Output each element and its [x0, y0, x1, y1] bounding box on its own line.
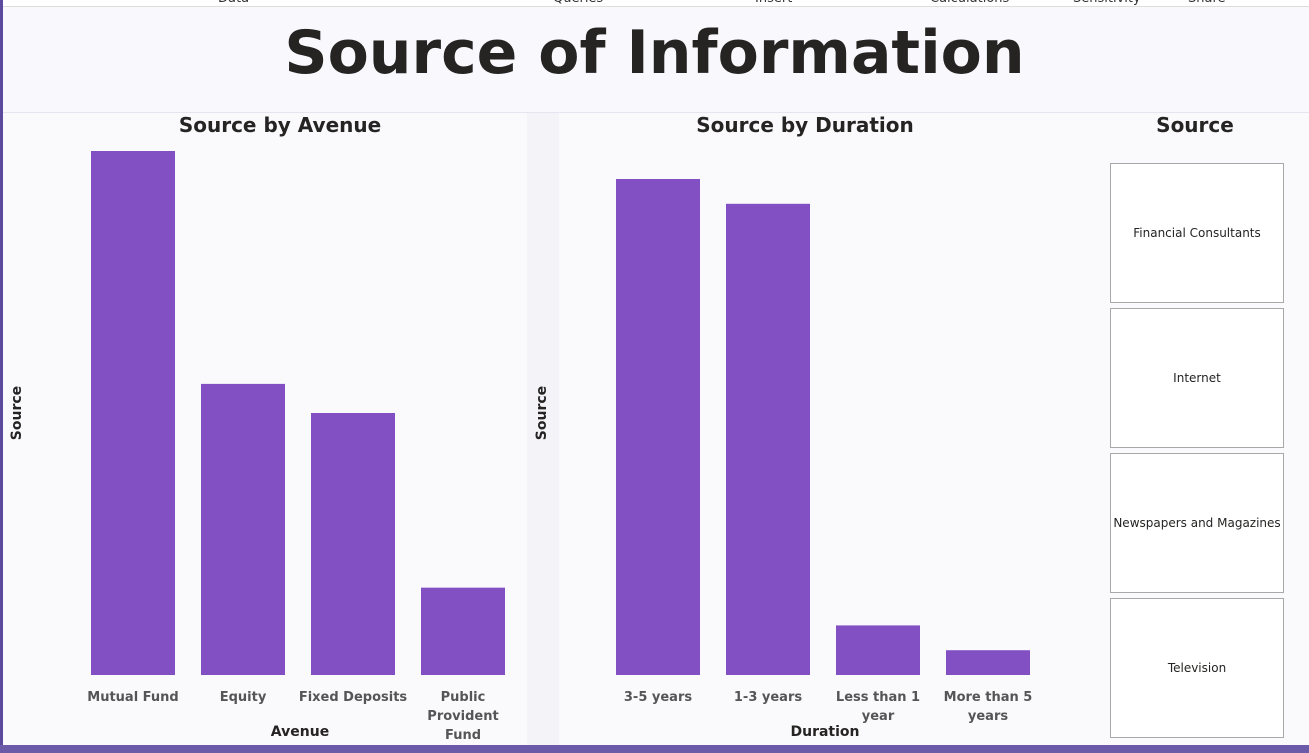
bar — [836, 625, 920, 675]
x-tick-label: Fixed Deposits — [298, 690, 408, 705]
frame-edge — [0, 745, 1309, 753]
toolbar-tab[interactable]: Share — [1188, 0, 1226, 6]
page-title: Source of Information — [284, 18, 1025, 88]
slicer-item[interactable]: Internet — [1110, 308, 1284, 448]
toolbar-tab[interactable]: Insert — [755, 0, 792, 6]
x-tick-label: 1-3 years — [733, 690, 803, 705]
slicer-item[interactable]: Television — [1110, 598, 1284, 738]
title-bar — [3, 7, 1309, 113]
y-axis-title: Source — [9, 385, 25, 441]
x-tick-label: Equity — [219, 690, 267, 705]
bar — [421, 587, 505, 675]
frame-edge — [0, 0, 3, 753]
bar — [726, 203, 810, 676]
toolbar: Data Queries Insert Calculations Sensitivity… — [3, 0, 1309, 7]
x-axis-title: Avenue — [270, 724, 330, 740]
slicer-item[interactable]: Newspapers and Magazines — [1110, 453, 1284, 593]
y-axis-title: Source — [534, 385, 550, 441]
slicer-item[interactable]: Financial Consultants — [1110, 163, 1284, 303]
bar — [946, 650, 1030, 675]
bar — [311, 413, 395, 675]
toolbar-tab[interactable]: Data — [218, 0, 249, 6]
toolbar-tab[interactable]: Sensitivity — [1073, 0, 1141, 6]
bar — [201, 383, 285, 675]
x-tick-label: Less than 1 year — [835, 690, 921, 724]
x-axis-title: Duration — [790, 724, 860, 740]
x-tick-label: More than 5 years — [943, 690, 1033, 724]
x-tick-label: 3-5 years — [623, 690, 693, 705]
slicer-title: Source — [1156, 113, 1234, 137]
toolbar-tab[interactable]: Calculations — [930, 0, 1009, 6]
bar — [616, 179, 700, 675]
toolbar-tab[interactable]: Queries — [553, 0, 603, 6]
x-tick-label: Mutual Fund — [87, 690, 179, 705]
chart-title: Source by Duration — [696, 113, 914, 137]
chart-title: Source by Avenue — [178, 113, 382, 137]
bar — [91, 151, 175, 675]
x-tick-label: Public Provident Fund — [427, 690, 499, 743]
